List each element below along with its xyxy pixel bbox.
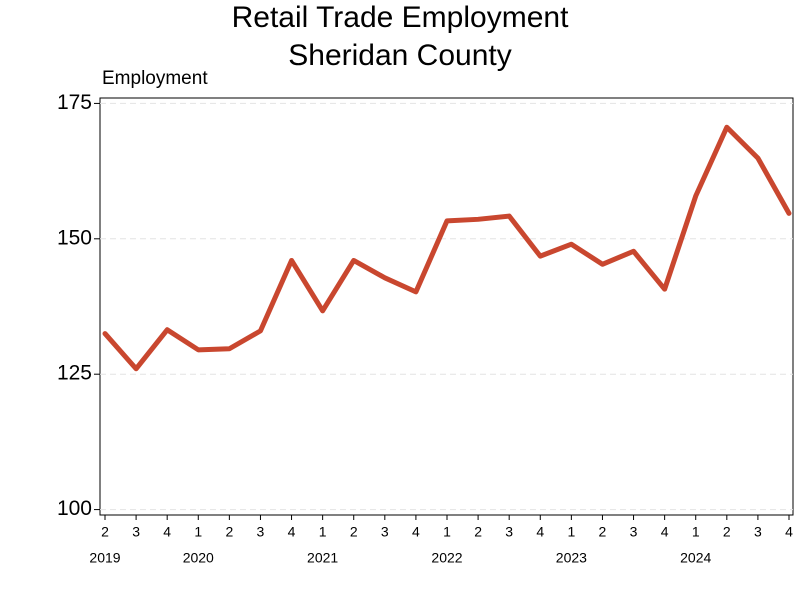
- x-tick-label: 1: [692, 524, 700, 540]
- x-tick-label: 4: [661, 524, 669, 540]
- x-tick-label: 3: [505, 524, 513, 540]
- y-tick-label: 150: [57, 226, 92, 249]
- x-tick-label: 1: [194, 524, 202, 540]
- x-tick-label: 2: [350, 524, 358, 540]
- x-tick-label: 1: [319, 524, 327, 540]
- series-line: [102, 124, 792, 372]
- x-tick-label: 2: [723, 524, 731, 540]
- year-label: 2022: [431, 550, 462, 566]
- x-tick-label: 2: [225, 524, 233, 540]
- x-tick-label: 1: [567, 524, 575, 540]
- x-tick-label: 3: [257, 524, 265, 540]
- x-tick-label: 3: [630, 524, 638, 540]
- x-tick-label: 1: [443, 524, 451, 540]
- x-tick-label: 4: [288, 524, 296, 540]
- plot-frame: [99, 97, 794, 516]
- x-tick-label: 4: [785, 524, 793, 540]
- x-tick-label: 3: [132, 524, 140, 540]
- year-label: 2021: [307, 550, 338, 566]
- year-label: 2023: [556, 550, 587, 566]
- x-tick-label: 3: [381, 524, 389, 540]
- year-label: 2019: [89, 550, 120, 566]
- chart-title: Retail Trade Employment: [232, 1, 569, 34]
- x-tick-label: 4: [163, 524, 171, 540]
- x-tick-label: 2: [101, 524, 109, 540]
- x-tick-label: 2: [599, 524, 607, 540]
- chart-subtitle: Sheridan County: [288, 39, 511, 72]
- year-label: 2024: [680, 550, 711, 566]
- y-tick-label: 125: [57, 362, 92, 385]
- x-tick-label: 4: [412, 524, 420, 540]
- x-tick-label: 3: [754, 524, 762, 540]
- y-axis-label: Employment: [102, 68, 208, 89]
- y-tick-label: 175: [57, 91, 92, 114]
- x-tick-label: 4: [536, 524, 544, 540]
- x-tick-label: 2: [474, 524, 482, 540]
- y-tick-label: 100: [57, 497, 92, 520]
- year-label: 2020: [183, 550, 214, 566]
